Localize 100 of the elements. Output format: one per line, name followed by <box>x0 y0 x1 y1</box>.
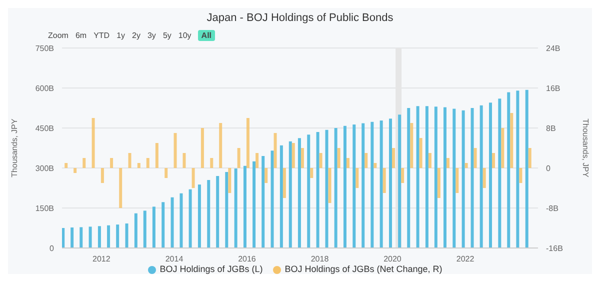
bar <box>100 168 104 183</box>
bar <box>374 163 377 168</box>
y-tick-label: 0 <box>50 244 55 253</box>
bar <box>80 227 83 248</box>
bar <box>437 168 440 198</box>
bar <box>300 148 304 168</box>
bar <box>319 153 322 168</box>
bar <box>210 158 214 168</box>
text: 2y <box>132 30 140 40</box>
bar <box>507 92 510 248</box>
bar <box>528 148 532 168</box>
bar <box>216 176 220 248</box>
bar <box>264 168 268 183</box>
bar <box>346 158 350 168</box>
bar <box>419 138 422 168</box>
bar <box>489 102 492 248</box>
bar <box>474 148 477 168</box>
y2-axis-title: Thousands, JPY <box>581 118 590 178</box>
bar <box>480 105 483 248</box>
bar <box>310 168 314 178</box>
bar <box>370 122 374 248</box>
bar <box>98 226 101 248</box>
bar <box>389 118 392 248</box>
bar <box>92 118 95 168</box>
bar <box>398 114 402 248</box>
bar <box>64 163 68 168</box>
x-tick-label: 2012 <box>92 254 111 264</box>
bar <box>174 133 177 168</box>
bar <box>110 158 114 168</box>
y2-tick-label: 16B <box>546 84 560 93</box>
bar <box>292 143 295 168</box>
bar <box>74 168 77 173</box>
bar <box>356 168 359 188</box>
bar <box>62 228 65 248</box>
bar <box>519 168 522 183</box>
bar <box>456 168 459 193</box>
text: 6m <box>75 30 87 40</box>
bar <box>482 168 486 188</box>
bar <box>134 213 138 248</box>
bar <box>498 98 502 248</box>
bar <box>428 153 432 168</box>
bar <box>198 184 201 248</box>
bar <box>364 153 368 168</box>
bar <box>125 223 128 248</box>
bar <box>262 156 265 248</box>
bar <box>401 168 404 183</box>
bar <box>407 108 410 248</box>
bar <box>525 90 528 248</box>
bar <box>446 158 450 168</box>
y2-tick-label: 0 <box>546 164 551 173</box>
bar <box>434 106 438 248</box>
bar <box>137 163 140 168</box>
y2-tick-label: -16B <box>546 244 563 253</box>
bar <box>416 106 420 248</box>
x-tick-label: 2016 <box>238 254 256 264</box>
bar <box>298 138 301 248</box>
text: Zoom <box>48 30 68 40</box>
bar <box>116 224 120 248</box>
y2-tick-label: 8B <box>546 124 556 133</box>
bar <box>82 158 86 168</box>
bar <box>328 168 332 203</box>
bar <box>392 148 395 168</box>
bar <box>170 197 174 248</box>
text: All <box>198 30 215 40</box>
bar <box>256 153 259 168</box>
bar <box>352 124 356 248</box>
bar <box>516 90 520 248</box>
bar <box>410 123 414 168</box>
bar <box>307 134 310 248</box>
bar <box>325 130 328 248</box>
bar <box>188 189 192 248</box>
bar <box>164 168 168 178</box>
bar <box>362 123 365 248</box>
bar <box>470 108 474 248</box>
bar <box>282 168 286 198</box>
bar <box>337 148 340 168</box>
x-tick-label: 2018 <box>310 254 330 264</box>
bar <box>128 153 132 168</box>
legend-label: BOJ Holdings of JGBs (L) <box>160 264 263 274</box>
y-tick-label: 600B <box>35 84 54 93</box>
bar <box>452 108 456 248</box>
bar <box>207 180 210 248</box>
bar <box>246 118 250 168</box>
bar <box>155 143 158 168</box>
x-tick-label: 2014 <box>165 254 184 264</box>
y2-tick-label: -8B <box>546 204 558 213</box>
x-tick-label: 2022 <box>456 254 475 264</box>
bar <box>200 128 204 168</box>
y-tick-label: 150B <box>35 204 54 213</box>
chart-title: Japan - BOJ Holdings of Public Bonds <box>206 11 394 26</box>
bar <box>119 168 122 208</box>
bar <box>243 166 246 248</box>
bar <box>382 168 386 193</box>
bar <box>501 128 504 168</box>
bar <box>462 110 465 248</box>
text: 10y <box>178 30 192 40</box>
bar <box>343 126 346 248</box>
bar <box>219 123 222 168</box>
bar <box>234 168 238 248</box>
bar <box>182 153 186 168</box>
